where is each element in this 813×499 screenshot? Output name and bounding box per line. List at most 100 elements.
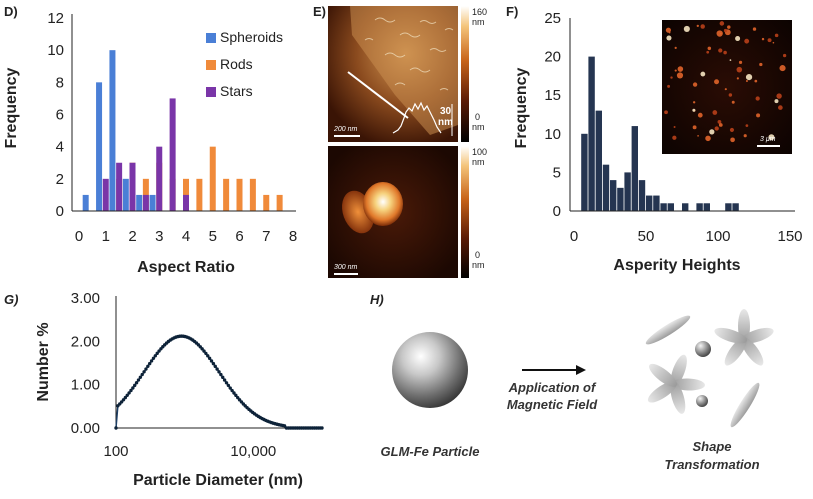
asperity-bar-20 [725, 203, 732, 211]
inset-particle [716, 30, 723, 37]
afm-profile-label: 30 nm [438, 106, 453, 128]
f-x-tick-label: 0 [570, 228, 578, 245]
f-inset-image: 3 μm [662, 20, 792, 154]
inset-particle [692, 108, 696, 112]
inset-particle [670, 76, 673, 79]
inset-particle [700, 71, 706, 77]
rod-particle-icon-2 [730, 382, 760, 428]
panel-f-label: F) [506, 4, 518, 19]
panel-h-label: H) [370, 292, 384, 307]
bar-spheroids-0 [82, 194, 89, 211]
psd-point-54 [215, 367, 219, 371]
d-x-tick-label: 8 [289, 228, 297, 245]
psd-point-20 [151, 356, 156, 361]
bar-rods-2 [142, 178, 149, 211]
panel-g-label: G) [4, 292, 18, 307]
asperity-bar-14 [682, 203, 689, 211]
g-y-tick-label: 3.00 [71, 290, 100, 307]
inset-particle [745, 124, 749, 127]
bar-rods-6 [196, 178, 203, 211]
d-y-tick-label: 2 [56, 171, 64, 188]
legend-label-rods: Rods [220, 56, 253, 72]
asperity-bar-0 [581, 133, 588, 211]
asperity-bar-9 [646, 195, 653, 211]
bar-spheroids-4 [136, 194, 143, 211]
bar-rods-8 [223, 178, 230, 211]
inset-particle [755, 96, 760, 101]
inset-particle [745, 79, 748, 83]
psd-point-21 [153, 354, 158, 358]
f-x-tick-label: 150 [777, 228, 802, 245]
inset-particle [752, 27, 757, 31]
inset-particle [714, 79, 720, 85]
d-x-tick-label: 5 [209, 228, 217, 245]
inset-particle [779, 65, 786, 72]
bar-spheroids-2 [109, 50, 116, 211]
result-caption-line2: Transformation [664, 457, 759, 472]
inset-particle [677, 66, 684, 72]
panel-e-label: E) [313, 4, 326, 19]
afm-image-bottom: 300 nm [328, 146, 458, 278]
psd-point-6 [125, 393, 129, 398]
inset-particle [756, 113, 761, 118]
bar-rods-11 [263, 194, 270, 211]
bar-spheroids-3 [122, 178, 129, 211]
psd-point-64 [234, 393, 238, 398]
f-y-axis-label: Frequency [513, 67, 530, 148]
panel-d-label: D) [4, 4, 18, 19]
asperity-bar-1 [588, 56, 595, 211]
colorbar-top-max: 160 nm [472, 7, 487, 27]
f-y-tick-label: 10 [544, 126, 561, 143]
legend-label-spheroids: Spheroids [220, 29, 283, 45]
inset-particle [774, 33, 779, 38]
inset-particle [692, 101, 696, 104]
inset-particle [717, 120, 722, 124]
bar-rods-9 [236, 178, 243, 211]
inset-particle [672, 135, 677, 140]
bar-spheroids-1 [96, 82, 103, 211]
inset-particle [723, 50, 727, 55]
f-y-tick-label: 5 [553, 164, 561, 181]
psd-point-10 [133, 383, 137, 388]
bar-rods-12 [276, 194, 283, 211]
inset-particle [768, 134, 775, 141]
afm-top-texture [364, 17, 454, 91]
psd-point-63 [232, 391, 236, 395]
arrow-caption-line2: Magnetic Field [507, 397, 598, 412]
bar-rods-7 [209, 146, 216, 211]
afm-image-top: 30 nm 200 nm [328, 6, 458, 142]
psd-point-9 [131, 386, 135, 390]
psd-point-18 [148, 361, 152, 366]
inset-particle [782, 53, 787, 58]
particle-caption: GLM-Fe Particle [381, 444, 480, 459]
f-y-tick-label: 25 [544, 10, 561, 27]
glm-fe-particle-icon [392, 332, 468, 408]
d-x-tick-label: 0 [75, 228, 83, 245]
d-y-axis-label: Frequency [3, 67, 20, 148]
bar-rods-5 [183, 178, 189, 211]
panel-e: E) 30 nm 200 nm 160 nm 0 nm [313, 4, 487, 278]
asperity-bar-17 [703, 203, 710, 211]
psd-point-14 [140, 372, 144, 377]
inset-particle [744, 38, 750, 44]
inset-particle [696, 24, 699, 28]
g-y-tick-label: 2.00 [71, 333, 100, 350]
rod-particle-icon [645, 315, 691, 345]
psd-point-60 [226, 383, 231, 388]
colorbar-bottom-min: 0 nm [472, 250, 485, 270]
psd-point-5 [123, 395, 128, 400]
d-y-tick-label: 10 [47, 42, 64, 59]
inset-particle [676, 72, 684, 79]
panel-h: H) GLM-Fe Particle Application of Magnet… [370, 292, 774, 472]
g-x-tick-label: 10,000 [230, 443, 276, 460]
d-legend: Spheroids Rods Stars [206, 29, 283, 99]
d-x-tick-label: 7 [262, 228, 270, 245]
inset-particle [736, 77, 739, 80]
bar-spheroids-5 [149, 194, 156, 211]
panel-f: F) 0 50 100 150 0 5 10 15 20 25 Asperity Heights… [506, 4, 803, 274]
inset-particle [683, 25, 690, 32]
psd-point-61 [228, 386, 232, 390]
colorbar-bottom [461, 146, 469, 278]
f-x-axis-label: Asperity Heights [613, 257, 740, 274]
